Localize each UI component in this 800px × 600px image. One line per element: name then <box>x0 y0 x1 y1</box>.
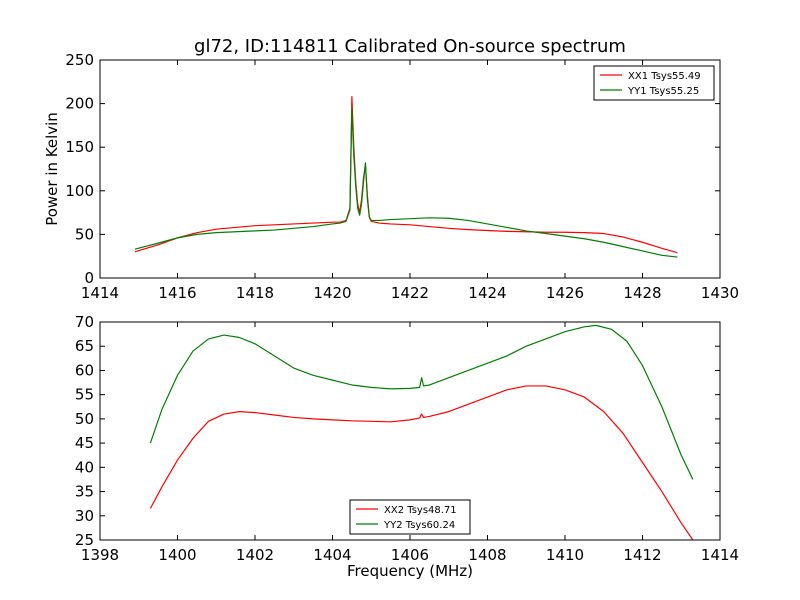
top-ytick-label: 100 <box>65 182 94 200</box>
bottom-xtick-label: 1404 <box>313 546 351 564</box>
bottom-series-line-1 <box>149 385 694 541</box>
bottom-ytick-label: 45 <box>75 434 94 452</box>
bottom-xtick-label: 1414 <box>701 546 739 564</box>
bottom-xtick-label: 1408 <box>468 546 506 564</box>
top-legend-label-xx1: XX1 Tsys55.49 <box>628 71 701 82</box>
bottom-legend-box <box>349 499 471 535</box>
bottom-xtick-label: 1410 <box>546 546 584 564</box>
top-xtick-label: 1422 <box>391 284 429 302</box>
bottom-chart-series <box>149 324 694 541</box>
bottom-series-line-2 <box>149 324 694 480</box>
top-xtick-label: 1414 <box>81 284 119 302</box>
top-ytick-label: 200 <box>65 95 94 113</box>
bottom-xtick-label: 1412 <box>623 546 661 564</box>
top-chart-legend: XX1 Tsys55.49 YY1 Tsys55.25 <box>593 65 715 101</box>
bottom-xtick-label: 1400 <box>158 546 196 564</box>
top-xtick-label: 1424 <box>468 284 506 302</box>
bottom-ytick-label: 30 <box>75 507 94 525</box>
bottom-xtick-label: 1398 <box>81 546 119 564</box>
top-ytick-label: 50 <box>75 225 94 243</box>
top-legend-label-yy1: YY1 Tsys55.25 <box>627 86 699 97</box>
top-chart-ticks: 1414 1416 1418 1420 1422 1424 1426 1428 1430 0 50 1… <box>65 51 739 302</box>
bottom-ytick-label: 65 <box>75 337 94 355</box>
bottom-ytick-label: 40 <box>75 458 94 476</box>
top-xtick-label: 1430 <box>701 284 739 302</box>
top-series-line-2 <box>134 107 678 258</box>
bottom-ytick-label: 50 <box>75 410 94 428</box>
bottom-chart: Frequency (MHz) 1398 1400 1402 1404 1406 1408… <box>75 313 739 580</box>
top-chart-title: gl72, ID:114811 Calibrated On-source spe… <box>194 36 626 57</box>
bottom-chart-xlabel: Frequency (MHz) <box>347 562 473 580</box>
bottom-ytick-label: 55 <box>75 386 94 404</box>
bottom-chart-legend: XX2 Tsys48.71 YY2 Tsys60.24 <box>349 499 471 535</box>
bottom-legend-label-yy2: YY2 Tsys60.24 <box>383 520 455 531</box>
bottom-chart-ticks: 1398 1400 1402 1404 1406 1408 1410 1412 1414 25 30… <box>75 313 739 564</box>
top-xtick-label: 1428 <box>623 284 661 302</box>
bottom-ytick-label: 70 <box>75 313 94 331</box>
top-xtick-label: 1420 <box>313 284 351 302</box>
top-legend-box <box>593 65 715 101</box>
top-chart-series <box>134 96 678 258</box>
top-xtick-label: 1416 <box>158 284 196 302</box>
top-chart: gl72, ID:114811 Calibrated On-source spe… <box>43 36 739 302</box>
bottom-xtick-label: 1402 <box>236 546 274 564</box>
bottom-legend-label-xx2: XX2 Tsys48.71 <box>384 505 457 516</box>
bottom-ytick-label: 60 <box>75 361 94 379</box>
top-chart-ylabel: Power in Kelvin <box>43 112 61 226</box>
top-ytick-label: 0 <box>84 269 94 287</box>
top-series-line-1 <box>134 96 678 254</box>
top-xtick-label: 1418 <box>236 284 274 302</box>
top-ytick-label: 250 <box>65 51 94 69</box>
bottom-ytick-label: 25 <box>75 531 94 549</box>
top-ytick-label: 150 <box>65 138 94 156</box>
bottom-ytick-label: 35 <box>75 483 94 501</box>
bottom-xtick-label: 1406 <box>391 546 429 564</box>
top-xtick-label: 1426 <box>546 284 584 302</box>
